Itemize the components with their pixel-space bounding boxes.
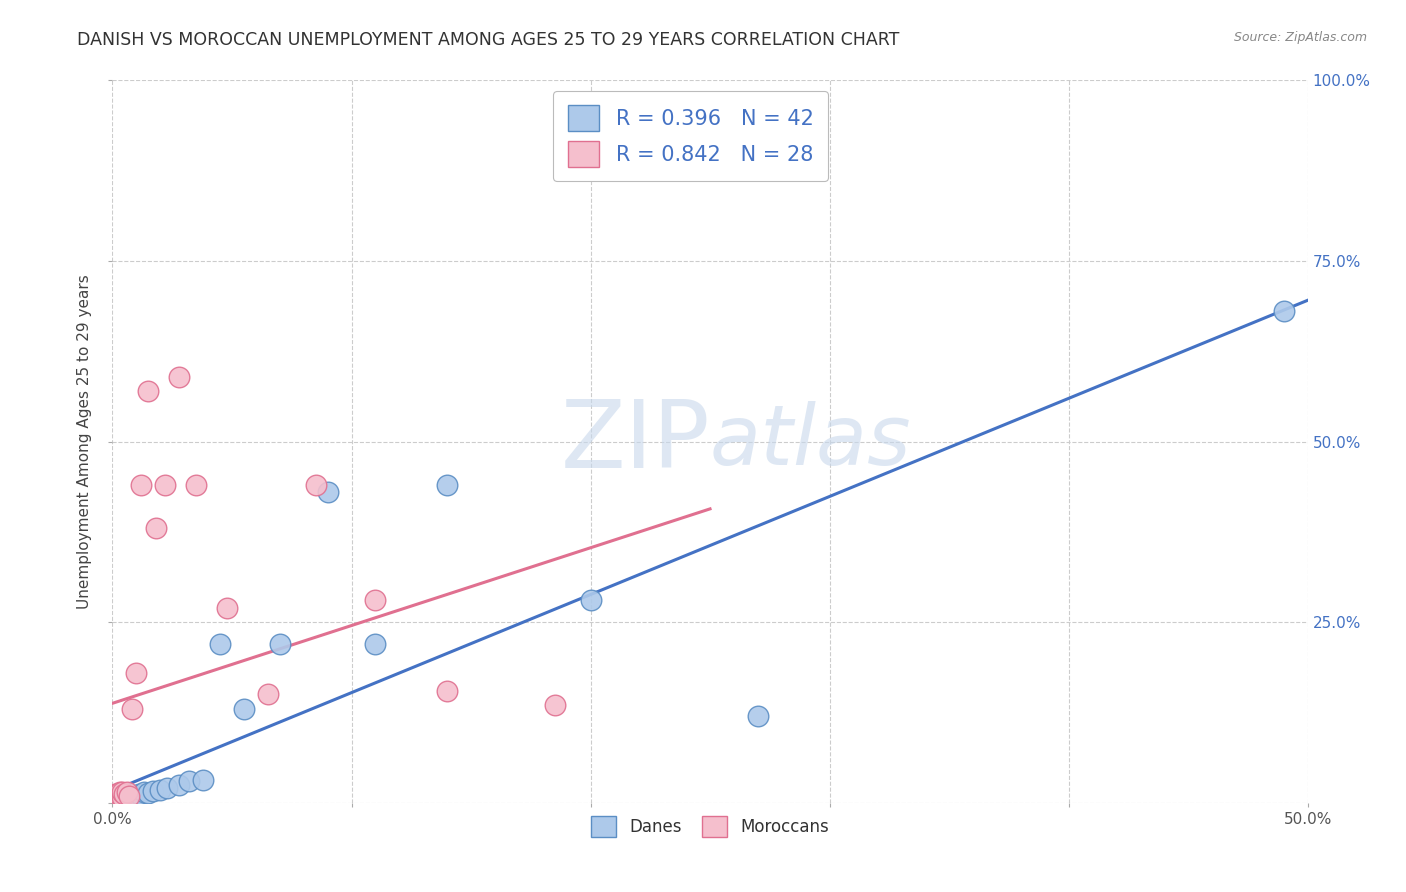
Point: [111, 785, 134, 799]
Text: ZIP: ZIP: [561, 395, 710, 488]
Point: [104, 787, 127, 801]
Point: [105, 791, 128, 805]
Point: [105, 787, 128, 801]
Point: [269, 637, 291, 651]
Point: [305, 478, 328, 492]
Point: [105, 790, 128, 805]
Point: [118, 789, 141, 803]
Point: [316, 485, 339, 500]
Text: atlas: atlas: [710, 401, 911, 482]
Point: [115, 789, 138, 803]
Point: [118, 789, 141, 803]
Point: [114, 787, 135, 801]
Point: [104, 791, 127, 805]
Point: [1272, 304, 1295, 318]
Point: [747, 709, 769, 723]
Point: [108, 792, 131, 806]
Point: [108, 790, 131, 805]
Point: [364, 637, 387, 651]
Point: [128, 787, 150, 801]
Point: [111, 789, 134, 803]
Point: [145, 521, 167, 535]
Y-axis label: Unemployment Among Ages 25 to 29 years: Unemployment Among Ages 25 to 29 years: [77, 274, 93, 609]
Point: [121, 790, 143, 805]
Point: [121, 702, 143, 716]
Text: Source: ZipAtlas.com: Source: ZipAtlas.com: [1233, 31, 1367, 45]
Point: [105, 791, 128, 805]
Point: [122, 789, 145, 803]
Point: [436, 478, 458, 492]
Point: [104, 790, 127, 805]
Point: [132, 785, 155, 799]
Point: [104, 790, 127, 805]
Legend: Danes, Moroccans: Danes, Moroccans: [582, 808, 838, 845]
Point: [111, 791, 134, 805]
Point: [108, 789, 131, 803]
Point: [138, 786, 160, 800]
Point: [125, 665, 148, 680]
Point: [177, 774, 200, 789]
Point: [138, 384, 160, 398]
Point: [169, 369, 191, 384]
Point: [257, 687, 280, 701]
Point: [114, 792, 135, 806]
Point: [364, 593, 387, 607]
Point: [105, 789, 128, 803]
Point: [108, 785, 131, 799]
Point: [108, 790, 131, 805]
Point: [111, 790, 134, 805]
Point: [186, 478, 208, 492]
Point: [115, 785, 138, 799]
Point: [111, 790, 134, 805]
Point: [114, 790, 135, 805]
Point: [115, 791, 138, 805]
Point: [108, 790, 131, 805]
Point: [217, 600, 239, 615]
Point: [125, 789, 148, 803]
Point: [105, 789, 128, 804]
Point: [105, 792, 128, 806]
Point: [142, 784, 165, 798]
Text: DANISH VS MOROCCAN UNEMPLOYMENT AMONG AGES 25 TO 29 YEARS CORRELATION CHART: DANISH VS MOROCCAN UNEMPLOYMENT AMONG AG…: [77, 31, 900, 49]
Point: [149, 782, 172, 797]
Point: [233, 702, 256, 716]
Point: [543, 698, 565, 713]
Point: [114, 789, 135, 803]
Point: [169, 778, 191, 792]
Point: [129, 478, 152, 492]
Point: [436, 683, 458, 698]
Point: [108, 789, 131, 803]
Point: [153, 478, 176, 492]
Point: [104, 792, 127, 806]
Point: [104, 792, 127, 806]
Point: [193, 772, 215, 787]
Point: [118, 790, 141, 805]
Point: [209, 637, 232, 651]
Point: [156, 781, 179, 796]
Point: [579, 593, 602, 607]
